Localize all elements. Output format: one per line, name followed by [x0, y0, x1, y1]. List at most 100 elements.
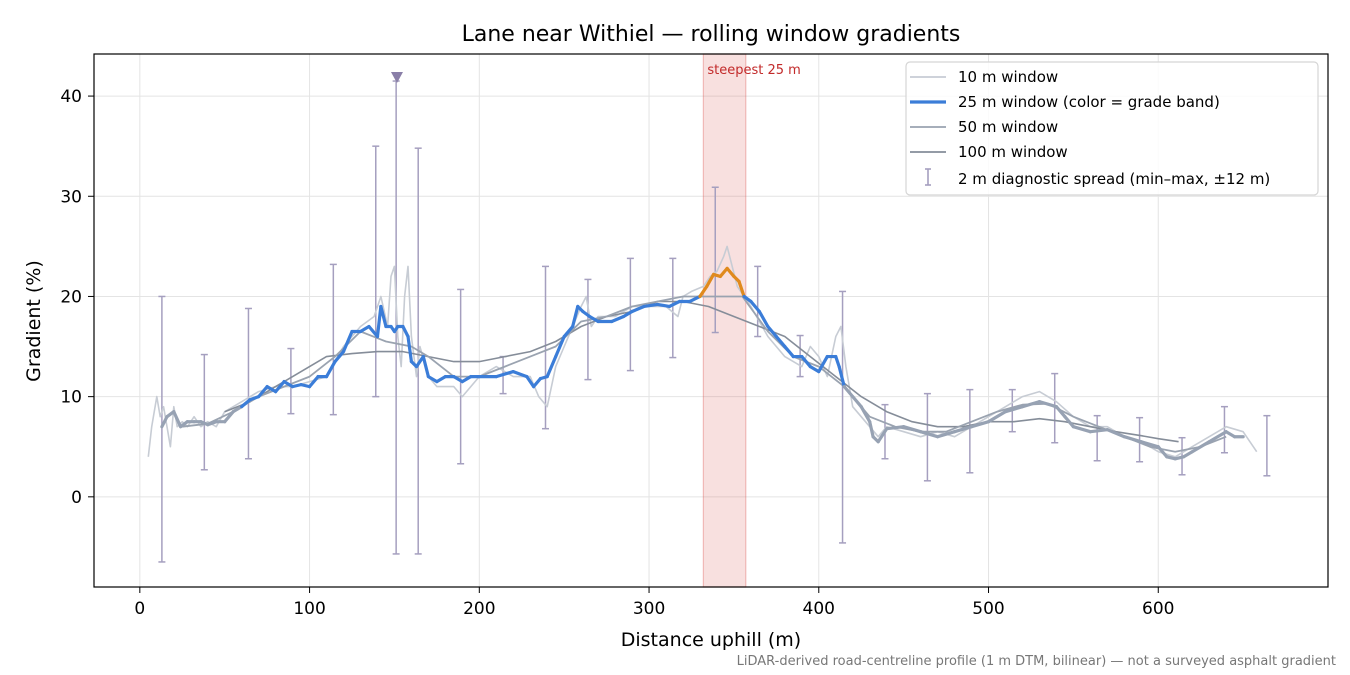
series-25m-segment — [435, 375, 447, 384]
series-25m-segment — [1207, 430, 1228, 444]
series-25m-segment — [588, 314, 600, 324]
spread-errorbar — [626, 257, 634, 372]
series-25m-segment — [375, 304, 383, 339]
x-tick-label: 300 — [633, 599, 665, 619]
legend-label-25m: 25 m window (color = grade band) — [958, 93, 1220, 111]
series-25m-segment — [725, 266, 736, 279]
series-25m-segment — [800, 354, 812, 369]
legend-label-errorbar: 2 m diagnostic spread (min–max, ±12 m) — [958, 170, 1270, 188]
series-25m-segment — [834, 354, 841, 369]
series-25m-segment — [265, 385, 278, 394]
series-25m-segment — [511, 369, 529, 379]
series-25m-segment — [919, 430, 940, 439]
spread-errorbar — [200, 353, 208, 471]
series-25m-segment — [358, 324, 371, 334]
series-25m-segment — [610, 314, 626, 324]
y-tick-label: 30 — [60, 187, 82, 207]
x-axis-ticks: 0 100 200 300 400 500 600 — [134, 587, 1174, 619]
y-axis-ticks: 0 10 20 30 40 — [60, 87, 94, 508]
series-25m-segment — [837, 364, 846, 389]
series-25m-segment — [1139, 440, 1160, 449]
series-25m-segment — [630, 304, 646, 314]
y-tick-label: 40 — [60, 87, 82, 107]
x-tick-label: 100 — [293, 599, 325, 619]
legend-label-10m: 10 m window — [958, 68, 1058, 86]
spread-errorbar — [1093, 414, 1101, 462]
series-25m-segment — [688, 294, 702, 304]
spread-errorbar — [923, 392, 931, 482]
x-tick-label: 400 — [803, 599, 835, 619]
series-25m-segment — [1063, 415, 1075, 429]
series-25m-segment — [986, 410, 1008, 424]
spread-errorbar — [966, 388, 974, 474]
spread-errorbar — [1263, 414, 1271, 477]
spread-errorbar — [754, 265, 762, 338]
series-25m-segment — [525, 375, 536, 389]
footnote: LiDAR-derived road-centreline profile (1… — [737, 654, 1336, 669]
series-25m-segment — [621, 309, 634, 319]
series-25m-segment — [532, 377, 543, 389]
series-25m-segment — [1190, 440, 1211, 454]
series-25m-segment — [1156, 445, 1169, 459]
y-tick-label: 0 — [71, 488, 82, 508]
series-25m-segment — [757, 309, 770, 329]
series-25m-segment — [766, 324, 778, 339]
series-25m-segment — [426, 375, 439, 384]
series-25m-segment — [452, 375, 464, 384]
series-25m-segment — [817, 354, 829, 374]
series-25m-segment — [545, 354, 558, 379]
spread-errorbar — [158, 295, 166, 563]
legend-swatch-errorbar — [925, 168, 931, 186]
series-25m-segment — [1071, 425, 1092, 434]
y-tick-label: 10 — [60, 388, 82, 408]
x-tick-label: 600 — [1142, 599, 1174, 619]
series-25m-segment — [1224, 430, 1237, 439]
x-tick-label: 200 — [463, 599, 495, 619]
legend-label-50m: 50 m window — [958, 118, 1058, 136]
series-line-0 — [147, 245, 1258, 458]
series-25m-segment — [257, 385, 269, 399]
series-25m-segment — [307, 375, 320, 389]
series-25m-segment — [859, 405, 872, 424]
series-25m-segment — [842, 385, 855, 399]
series-25m-segment — [562, 324, 575, 339]
series-25m-segment — [952, 425, 974, 434]
spread-errorbar — [287, 347, 295, 415]
x-tick-label: 0 — [134, 599, 145, 619]
series-25m-segment — [274, 380, 286, 394]
spread-errorbar — [244, 307, 252, 460]
series-25m-segment — [341, 329, 354, 354]
spread-errorbar — [329, 263, 337, 416]
series-25m-segment — [698, 284, 709, 299]
series-25m-segment — [783, 344, 795, 359]
steepest-section-highlight — [702, 53, 747, 588]
series-25m-segment — [969, 420, 991, 429]
series-25m-segment — [460, 375, 473, 384]
series-25m-segment — [554, 334, 566, 359]
peak-spread-marker — [390, 72, 403, 84]
series-25m-segment — [571, 304, 580, 329]
series-25m-segment — [868, 420, 875, 439]
series-25m-segment — [851, 395, 863, 409]
series-lines — [147, 245, 1258, 461]
series-25m-segment — [324, 359, 337, 379]
series-25m-segment — [705, 272, 716, 289]
legend-label-100m: 100 m window — [958, 143, 1068, 161]
series-25m-segment — [808, 364, 821, 374]
y-tick-label: 20 — [60, 287, 82, 307]
series-25m-segment — [902, 425, 923, 434]
series-25m-segment — [406, 334, 414, 364]
series-25m-segment — [642, 302, 660, 309]
spread-errorbar — [542, 265, 550, 430]
spread-errorbar — [584, 278, 592, 381]
series-25m-segment — [936, 430, 957, 439]
series-25m-segment — [737, 279, 746, 299]
series-25m-segment — [494, 369, 515, 379]
series-25m-segment — [749, 299, 761, 314]
chart-title: Lane near Withiel — rolling window gradi… — [462, 22, 961, 47]
series-line-3 — [224, 300, 1179, 443]
legend-box — [905, 61, 1319, 196]
series-25m-segment — [1054, 405, 1067, 419]
series-25m-segment — [333, 349, 346, 364]
